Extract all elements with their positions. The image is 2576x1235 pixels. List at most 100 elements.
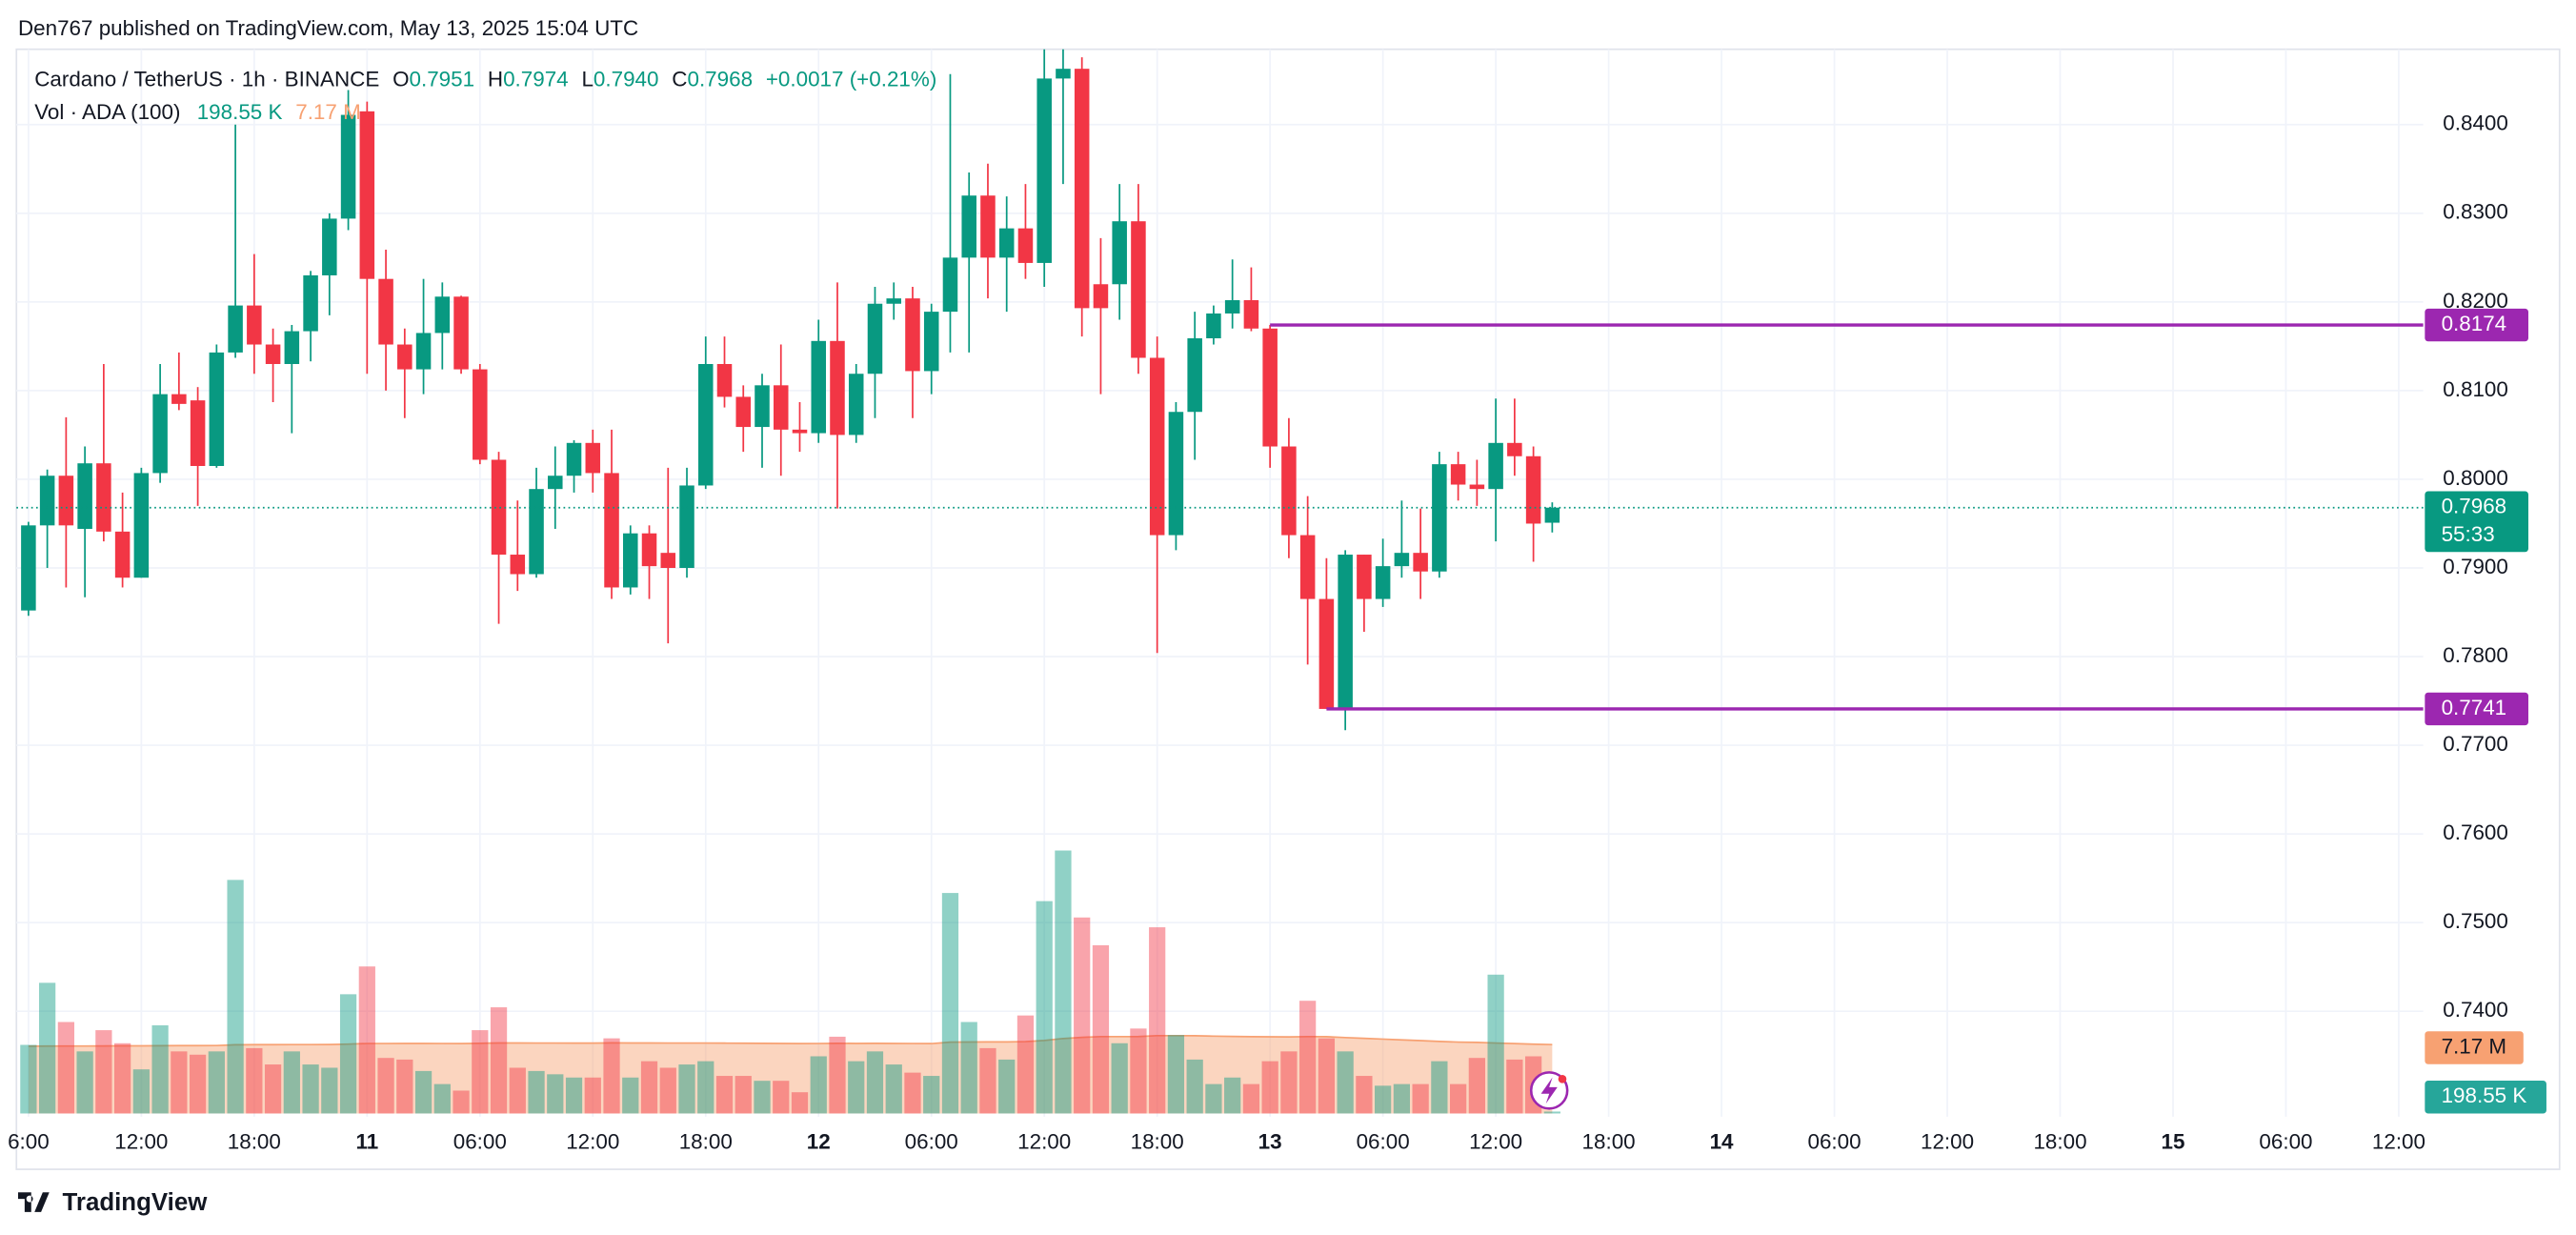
volume-bar <box>264 1064 282 1114</box>
brand: TradingView <box>63 1189 209 1216</box>
volume-bar <box>1261 1061 1278 1114</box>
legend-volume: Vol · ADA (100) 198.55 K 7.17 M <box>34 100 361 124</box>
volume-bar <box>227 880 244 1114</box>
level-label: 0.7741 <box>2442 696 2507 719</box>
volume-bar <box>20 1044 37 1114</box>
x-tick-label: 13 <box>1258 1129 1282 1153</box>
x-tick-label: 6:00 <box>8 1129 50 1153</box>
candle-body <box>604 473 619 588</box>
candle-body <box>1432 464 1447 572</box>
volume-bar <box>998 1059 1016 1114</box>
volume-bar <box>528 1070 545 1114</box>
candle-body <box>453 296 469 370</box>
candle-body <box>1093 284 1109 309</box>
x-tick-label: 06:00 <box>1357 1129 1410 1153</box>
volume-bar <box>1543 1111 1560 1114</box>
volume-bar <box>453 1090 470 1114</box>
volume-bar <box>132 1069 150 1114</box>
candle-body <box>830 340 845 435</box>
chart-frame <box>15 48 2561 1170</box>
x-tick-label: 06:00 <box>453 1129 507 1153</box>
legend-symbol: Cardano / TetherUS · 1h · BINANCE O0.7951… <box>34 67 936 91</box>
candle-body <box>265 344 281 364</box>
volume-bar <box>866 1051 884 1114</box>
volume-bar <box>171 1051 188 1114</box>
candle-body <box>1017 228 1034 263</box>
x-tick-label: 18:00 <box>679 1129 733 1153</box>
y-tick-label: 0.7600 <box>2443 820 2508 844</box>
volume-bar <box>283 1051 300 1114</box>
volume-bar <box>246 1047 263 1114</box>
candle-body <box>679 485 694 568</box>
candle-body <box>716 363 733 397</box>
volume-bar <box>904 1072 921 1114</box>
candle-body <box>548 476 563 490</box>
x-tick-label: 12:00 <box>1469 1129 1522 1153</box>
candle-body <box>1149 357 1165 536</box>
candle-body <box>397 344 413 370</box>
candle-body <box>980 195 996 258</box>
y-tick-label: 0.7500 <box>2443 909 2508 933</box>
candle-body <box>961 195 976 258</box>
volume-bar <box>1280 1051 1298 1114</box>
candle-body <box>1488 442 1503 490</box>
volume-bar <box>358 966 375 1114</box>
level-box <box>2425 692 2528 726</box>
ohlc-label: L <box>581 67 593 91</box>
volume-bar <box>1186 1059 1203 1114</box>
flash-icon[interactable] <box>1529 1071 1569 1110</box>
candle-body <box>697 363 714 486</box>
x-tick-label: 12 <box>807 1129 831 1153</box>
volume-bar <box>1487 974 1504 1114</box>
volume-bar <box>1111 1043 1128 1114</box>
x-tick-label: 12:00 <box>566 1129 619 1153</box>
candle-body <box>1074 69 1090 309</box>
change: +0.0017 (+0.21%) <box>766 67 936 91</box>
volume-bar <box>754 1081 771 1114</box>
y-tick-label: 0.8100 <box>2443 377 2508 401</box>
candle-body <box>585 442 601 474</box>
candle-body <box>190 400 206 466</box>
candle-body <box>998 228 1015 258</box>
candle-body <box>886 298 901 304</box>
last-price-box <box>2425 491 2528 553</box>
candle-body <box>942 257 958 313</box>
ohlc-label: C <box>672 67 687 91</box>
candle-body <box>1168 412 1184 536</box>
candle-body <box>529 489 544 575</box>
volume-bar <box>1036 901 1053 1114</box>
volume-value: 198.55 K <box>197 100 283 124</box>
icon-dot <box>1558 1074 1567 1083</box>
candle-body <box>1036 78 1052 263</box>
candle-body <box>378 278 393 345</box>
x-tick-label: 12:00 <box>1017 1129 1071 1153</box>
candle-body <box>77 463 92 530</box>
volume-bar <box>1412 1083 1429 1114</box>
volume-bar <box>509 1067 526 1114</box>
x-tick-label: 18:00 <box>1131 1129 1184 1153</box>
volume-bar <box>547 1074 564 1114</box>
candle-body <box>773 385 789 430</box>
volume-bar <box>715 1076 734 1114</box>
candle-body <box>510 555 526 575</box>
y-tick-label: 0.8400 <box>2443 111 2508 135</box>
x-tick-label: 06:00 <box>1808 1129 1862 1153</box>
candle-body <box>1525 456 1541 524</box>
volume-bar <box>1506 1059 1523 1114</box>
level-label: 0.8174 <box>2442 312 2507 335</box>
logo-mark <box>17 1192 50 1212</box>
x-tick-label: 12:00 <box>1921 1129 1974 1153</box>
candle-body <box>58 476 74 526</box>
volume-bar <box>979 1047 996 1114</box>
volume-ma-line <box>28 1034 1553 1047</box>
volume-bar <box>1242 1083 1260 1114</box>
volume-bar <box>565 1077 583 1114</box>
x-tick-label: 06:00 <box>905 1129 958 1153</box>
x-tick-label: 11 <box>355 1129 378 1153</box>
candle-body <box>1299 535 1316 599</box>
candle-body <box>491 459 507 556</box>
volume-bar <box>773 1081 790 1114</box>
volume-bar <box>433 1083 451 1114</box>
